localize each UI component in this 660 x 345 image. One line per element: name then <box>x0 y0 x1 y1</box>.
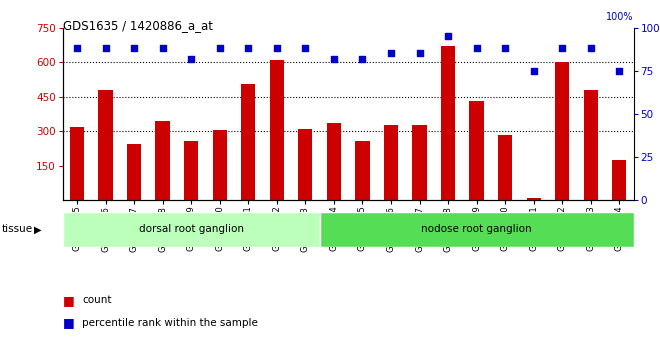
Bar <box>355 141 370 200</box>
Point <box>329 56 339 61</box>
Bar <box>555 62 570 200</box>
Point <box>157 46 168 51</box>
Point <box>129 46 139 51</box>
Bar <box>184 141 198 200</box>
Text: ■: ■ <box>63 316 75 329</box>
Bar <box>384 125 398 200</box>
Bar <box>63 212 319 247</box>
Bar <box>583 90 598 200</box>
Text: dorsal root ganglion: dorsal root ganglion <box>139 225 244 234</box>
Bar <box>127 144 141 200</box>
Bar <box>469 101 484 200</box>
Text: nodose root ganglion: nodose root ganglion <box>421 225 532 234</box>
Text: ▶: ▶ <box>34 225 42 234</box>
Bar <box>98 90 113 200</box>
Point <box>271 46 282 51</box>
Point <box>414 51 425 56</box>
Point <box>72 46 82 51</box>
Point <box>214 46 225 51</box>
Point <box>100 46 111 51</box>
Point <box>557 46 568 51</box>
Bar <box>327 123 341 200</box>
Bar <box>319 212 634 247</box>
Bar <box>213 130 227 200</box>
Bar <box>298 129 312 200</box>
Bar <box>156 121 170 200</box>
Text: tissue: tissue <box>1 225 32 234</box>
Point <box>471 46 482 51</box>
Point <box>614 68 624 73</box>
Bar <box>612 160 626 200</box>
Text: count: count <box>82 295 112 305</box>
Point <box>585 46 596 51</box>
Point <box>529 68 539 73</box>
Bar <box>412 125 426 200</box>
Text: percentile rank within the sample: percentile rank within the sample <box>82 318 258 327</box>
Bar <box>441 46 455 200</box>
Text: 100%: 100% <box>606 12 634 22</box>
Bar <box>70 127 84 200</box>
Point <box>243 46 253 51</box>
Text: GDS1635 / 1420886_a_at: GDS1635 / 1420886_a_at <box>63 19 213 32</box>
Point <box>357 56 368 61</box>
Bar <box>498 135 512 200</box>
Point <box>500 46 510 51</box>
Text: ■: ■ <box>63 294 75 307</box>
Bar <box>241 84 255 200</box>
Point <box>300 46 311 51</box>
Point <box>186 56 197 61</box>
Point <box>385 51 396 56</box>
Bar <box>527 198 541 200</box>
Bar <box>270 60 284 200</box>
Point <box>443 33 453 39</box>
